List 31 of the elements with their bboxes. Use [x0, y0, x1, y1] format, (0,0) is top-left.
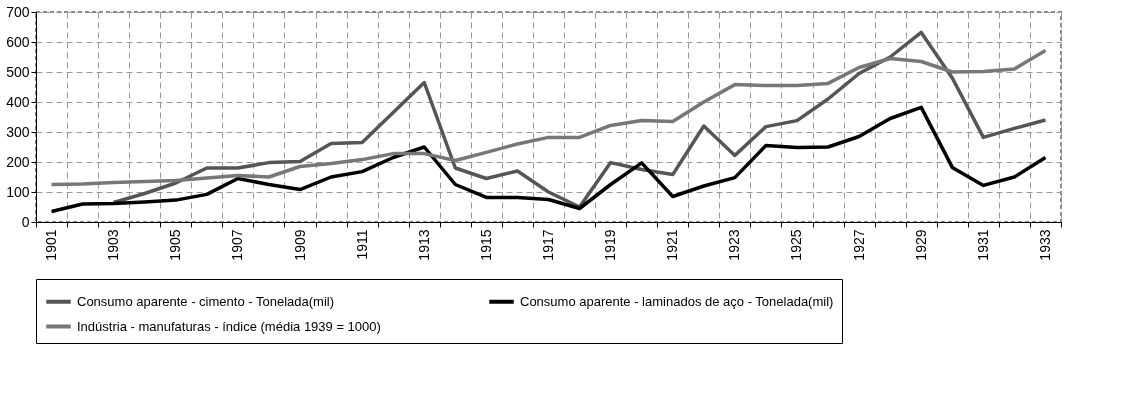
x-tick-label: 1909 — [291, 229, 308, 261]
y-tick-label: 700 — [6, 3, 30, 20]
line-series — [111, 30, 1048, 209]
x-tick-label: 1905 — [167, 229, 184, 261]
y-tick-label: 100 — [6, 183, 30, 200]
line-series — [49, 105, 1048, 214]
line-series — [49, 48, 1048, 187]
x-tick-label: 1911 — [353, 229, 370, 260]
x-tick-label: 1923 — [726, 229, 743, 261]
x-tick-label: 1925 — [788, 229, 805, 261]
x-tick-label: 1907 — [229, 229, 246, 261]
x-tick-label: 1929 — [912, 229, 929, 261]
x-tick-label: 1917 — [540, 229, 556, 261]
y-tick-label: 0 — [21, 213, 30, 230]
x-tick-label: 1915 — [477, 229, 494, 261]
y-tick-label: 500 — [6, 63, 30, 80]
x-tick-label: 1931 — [974, 229, 991, 261]
x-tick-label: 1913 — [415, 229, 432, 261]
legend-label: Consumo aparente - laminados de aço - Tonelada(mil) — [520, 293, 834, 309]
legend-label: Consumo aparente - cimento - Tonelada(mil) — [77, 293, 334, 309]
x-tick-label: 1927 — [850, 229, 867, 261]
y-tick-label: 600 — [6, 33, 30, 50]
x-tick-label: 1903 — [105, 229, 122, 261]
x-tick-label: 1919 — [602, 229, 619, 261]
legend-label: Indústria - manufaturas - índice (média 1939 = 1000) — [77, 318, 381, 334]
x-tick-label: 1921 — [664, 229, 681, 261]
x-tick-label: 1901 — [43, 229, 60, 261]
y-tick-label: 300 — [6, 123, 30, 140]
x-tick-label: 1933 — [1036, 229, 1053, 261]
y-tick-label: 200 — [6, 153, 30, 170]
y-tick-label: 400 — [6, 93, 30, 110]
